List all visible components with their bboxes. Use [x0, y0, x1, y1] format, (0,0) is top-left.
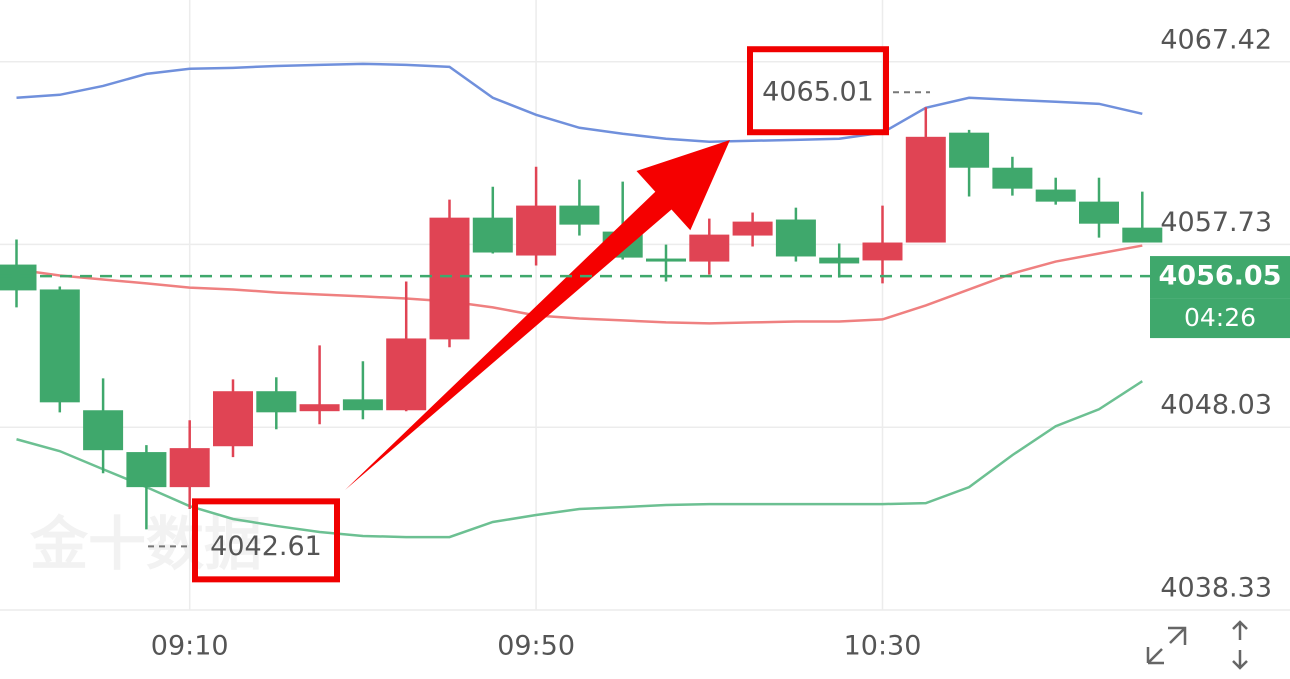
candle-body	[516, 205, 557, 256]
candle-body	[905, 136, 946, 243]
candle-body	[559, 205, 600, 225]
candle-body	[472, 217, 513, 253]
candle-body	[39, 289, 80, 403]
candle-body	[299, 404, 340, 412]
band-line	[16, 62, 1143, 143]
band-line	[16, 244, 1143, 325]
candle-body	[0, 264, 37, 291]
countdown-box	[1150, 298, 1290, 339]
candle-body	[775, 219, 816, 257]
x-tick-label: 09:10	[151, 631, 229, 662]
candle-body	[862, 242, 903, 261]
candles	[0, 107, 1163, 530]
candle-body	[949, 132, 990, 168]
candle-body	[169, 448, 210, 488]
candle-body	[1035, 189, 1076, 202]
y-tick-label: 4048.03	[1160, 390, 1272, 421]
low-marker-box	[192, 498, 340, 583]
candle-body	[429, 217, 470, 340]
annotations: 4065.01 4042.61	[148, 46, 930, 583]
scale-icon[interactable]	[1232, 620, 1248, 670]
candle-body	[1122, 227, 1163, 243]
high-marker-label: 4065.01	[762, 77, 874, 108]
y-tick-label: 4038.33	[1160, 573, 1272, 604]
arrow	[345, 140, 730, 490]
countdown-label: 04:26	[1184, 303, 1256, 332]
x-tick-label: 10:30	[844, 631, 922, 662]
candle-body	[83, 410, 124, 451]
candle-body	[1079, 201, 1119, 224]
candle-body	[732, 221, 773, 236]
expand-icon[interactable]	[1146, 626, 1187, 665]
candle-body	[342, 399, 383, 411]
candle-body	[256, 391, 297, 413]
candle-body	[213, 391, 253, 447]
low-marker-label: 4042.61	[210, 531, 322, 562]
bands	[16, 62, 1143, 539]
y-tick-label: 4057.73	[1160, 207, 1272, 238]
candle-body	[689, 234, 730, 262]
candle-body	[819, 257, 860, 264]
candle-body	[992, 167, 1033, 189]
last-price-label: 4056.05	[1159, 261, 1282, 292]
last-price-box	[1150, 256, 1290, 299]
candle-body	[386, 338, 427, 411]
x-tick-label: 09:50	[497, 631, 575, 662]
high-marker-box	[747, 46, 889, 136]
candle-body	[126, 452, 167, 488]
candle-body	[646, 258, 686, 262]
y-tick-label: 4067.42	[1160, 24, 1272, 55]
band-line	[16, 380, 1143, 539]
